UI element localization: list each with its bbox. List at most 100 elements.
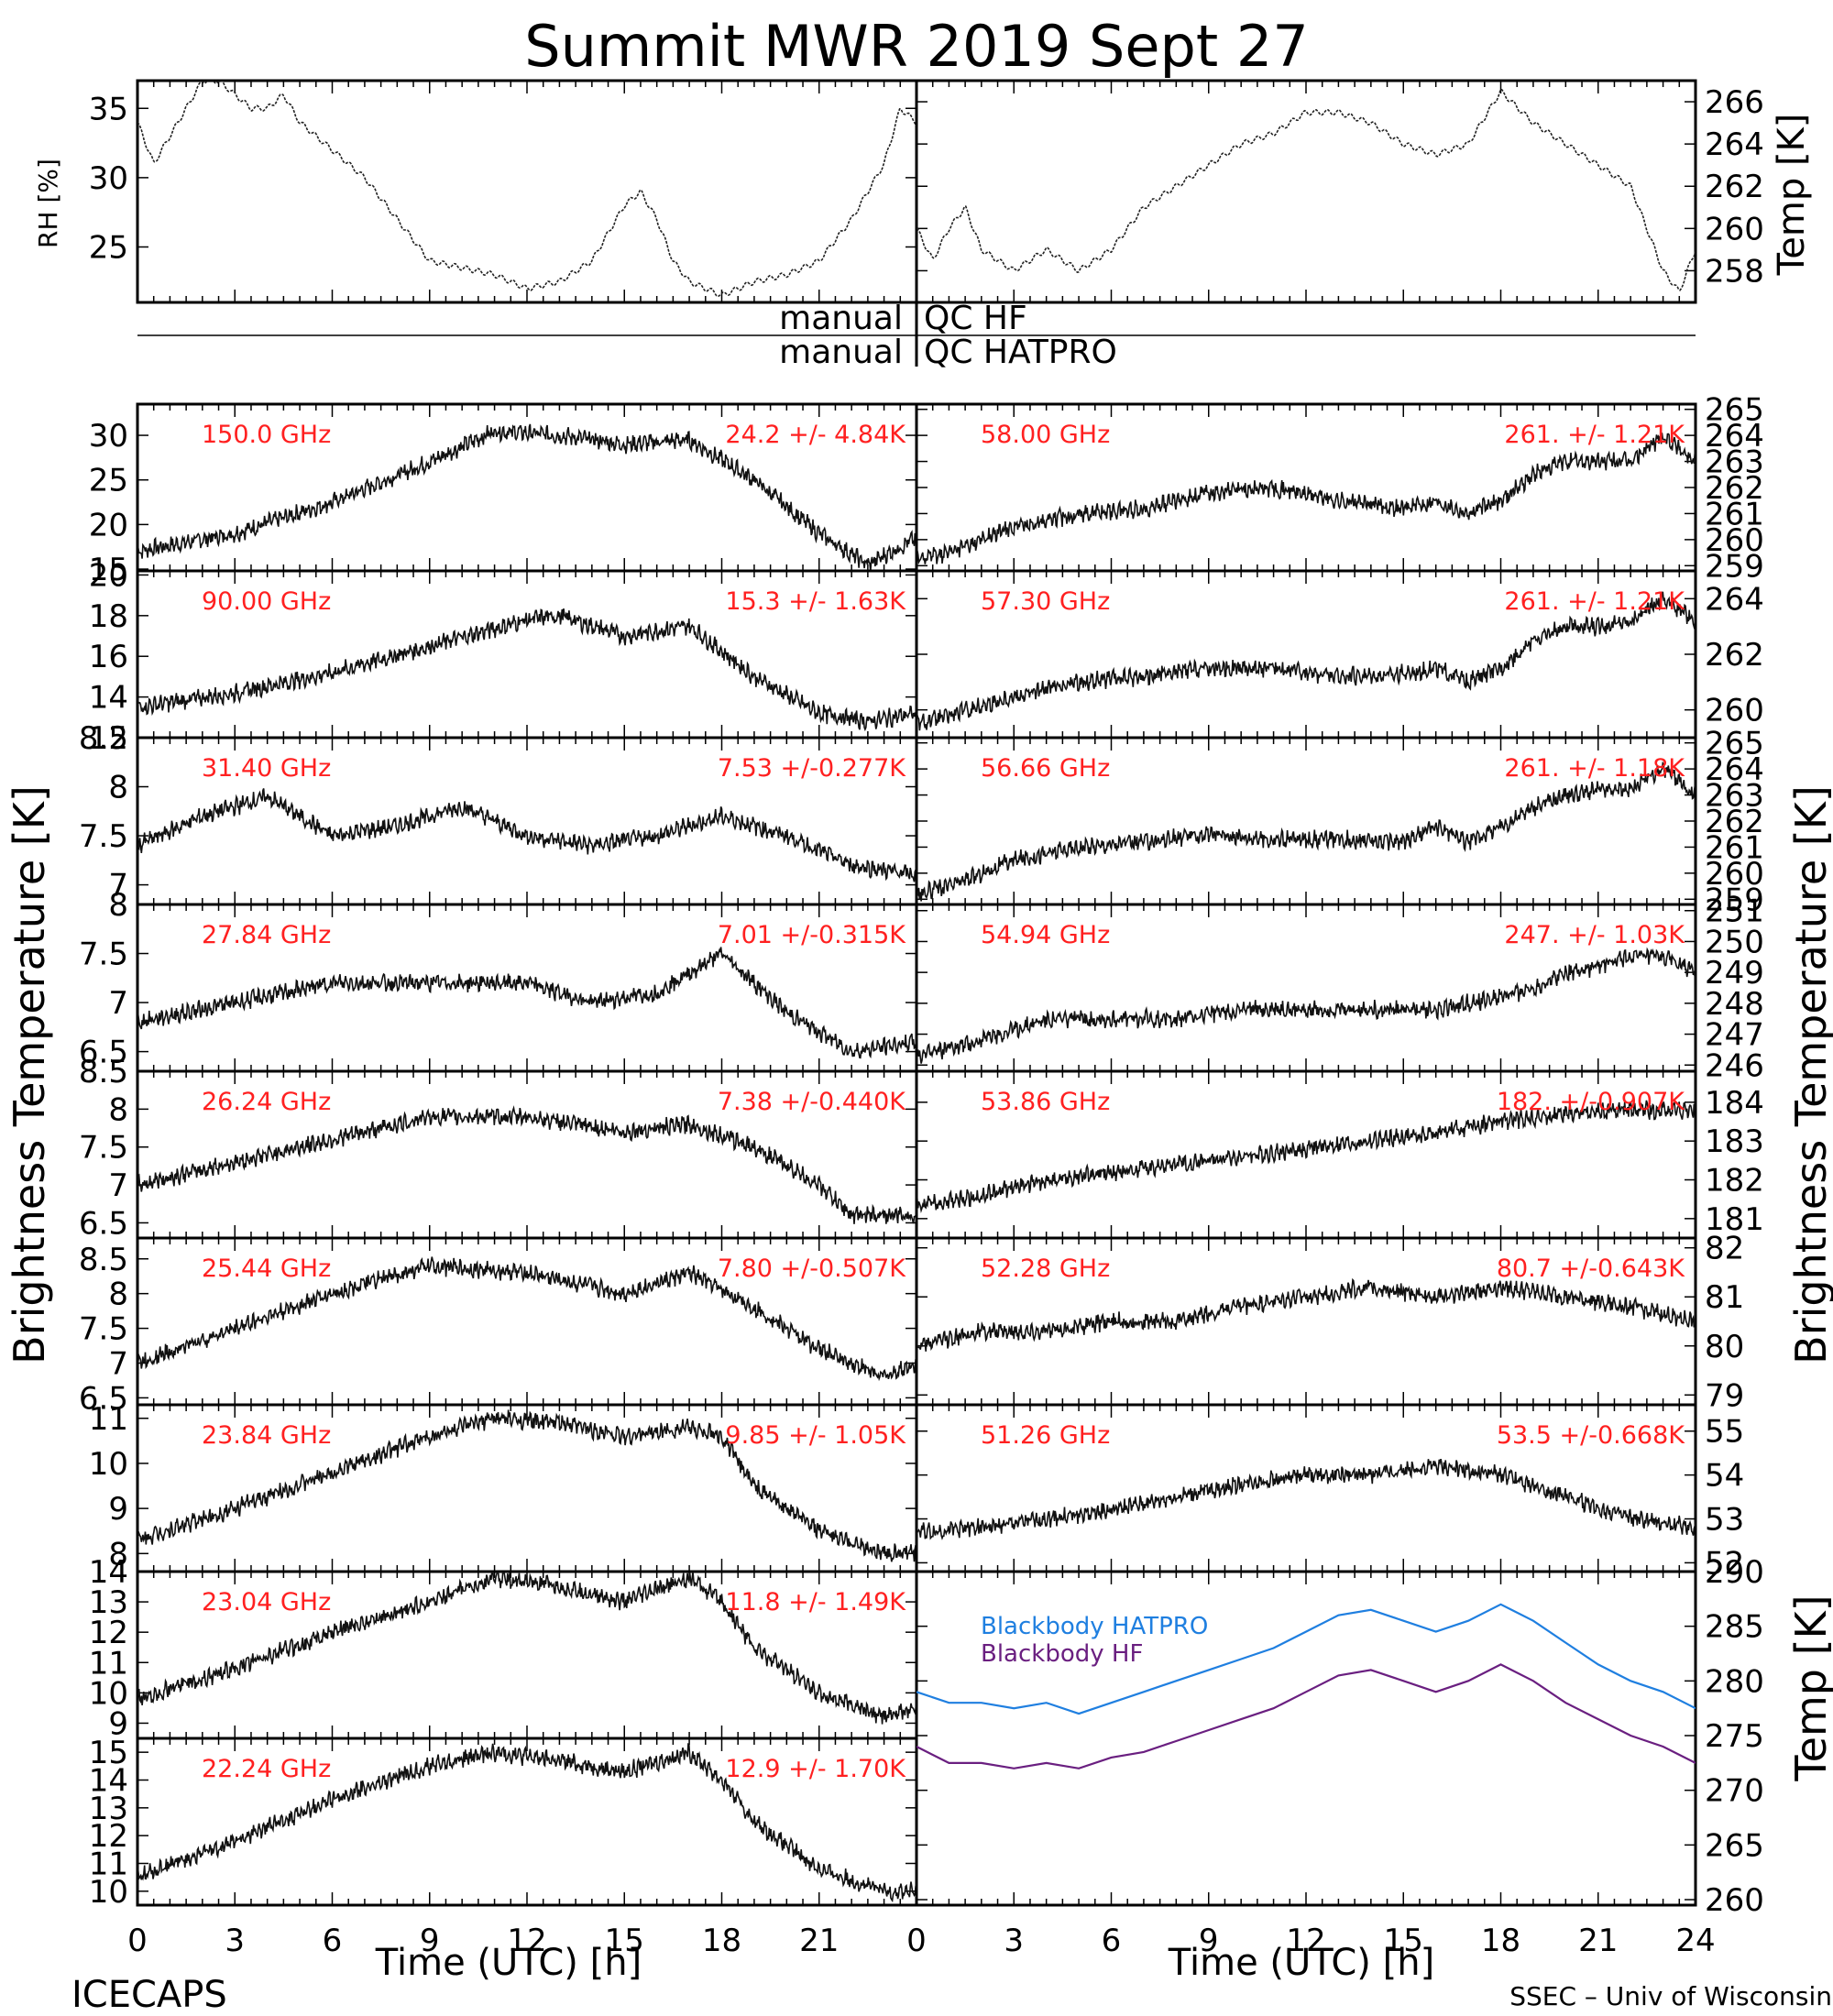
stats-label-150-ghz: 24.2 +/- 4.84K — [725, 421, 906, 449]
y-tick-label-27-ghz: 7 — [108, 985, 128, 1022]
freq-label-57-ghz: 57.30 GHz — [981, 587, 1110, 616]
y-tick-label-150-ghz: 30 — [89, 418, 128, 455]
x-tick-label-blackbody: 3 — [1004, 1923, 1024, 1959]
plot-area-52-ghz — [916, 1277, 1696, 1352]
plot-area-90-ghz — [137, 608, 916, 732]
y-tick-label-22-24-ghz: 15 — [89, 1735, 128, 1771]
y-tick-label-58-ghz: 259 — [1705, 548, 1764, 585]
y-tick-label-blackbody: 260 — [1705, 1882, 1764, 1919]
y-tick-label-56-ghz: 263 — [1705, 778, 1764, 815]
y-tick-label-22-24-ghz: 11 — [89, 1846, 128, 1883]
plot-area-53-ghz — [916, 1100, 1696, 1214]
stats-label-58-ghz: 261. +/- 1.21K — [1504, 421, 1685, 449]
y-tick-label-54-ghz: 247 — [1705, 1017, 1764, 1054]
x-right-axis-label: Time (UTC) [h] — [1168, 1942, 1434, 1984]
panel-26-ghz: 6.577.588.5 26.24 GHz 7.38 +/-0.440K — [79, 1054, 918, 1242]
y-tick-label-blackbody: 265 — [1705, 1827, 1764, 1864]
plot-area-58-ghz — [916, 433, 1696, 565]
y-tick-label-31-ghz: 8.5 — [79, 720, 128, 757]
x-tick-label-22-24-ghz: 3 — [225, 1923, 245, 1959]
series-line-rh — [137, 81, 916, 298]
y-tick-label-31-ghz: 8 — [108, 770, 128, 806]
series-trace-26-ghz — [137, 1105, 916, 1224]
y-tick-label-52-ghz: 79 — [1705, 1377, 1744, 1414]
stats-label-26-ghz: 7.38 +/-0.440K — [718, 1088, 906, 1116]
plot-area-22-24-ghz — [137, 1742, 916, 1903]
series-trace-51-ghz — [916, 1459, 1696, 1540]
y-tick-label-blackbody: 280 — [1705, 1663, 1764, 1700]
plot-area-150-ghz — [137, 423, 916, 571]
stats-label-56-ghz: 261. +/- 1.18K — [1504, 754, 1685, 783]
y-tick-label-22-24-ghz: 10 — [89, 1874, 128, 1911]
y-tick-label-blackbody: 290 — [1705, 1554, 1764, 1591]
panel-51-ghz: 52 53 54 55 51.26 GHz 53.5 +/-0.668K — [915, 1403, 1744, 1582]
y-tick-label-23-04-ghz: 14 — [89, 1554, 128, 1591]
panel-57-ghz: 260 262 264 57.30 GHz 261. +/- 1.21K — [915, 569, 1764, 740]
y-tick-label-58-ghz: 261 — [1705, 496, 1764, 532]
plot-area-27-ghz — [137, 947, 916, 1059]
x-tick-label-blackbody: 18 — [1481, 1923, 1520, 1959]
y-tick-label-22-24-ghz: 12 — [89, 1818, 128, 1855]
stats-label-90-ghz: 15.3 +/- 1.63K — [725, 587, 906, 616]
plot-area-23-04-ghz — [137, 1572, 916, 1725]
y-tick-label-temp-top: 262 — [1705, 169, 1764, 205]
y-tick-label-23-04-ghz: 12 — [89, 1615, 128, 1651]
y-tick-label-58-ghz: 262 — [1705, 470, 1764, 507]
panel-blackbody: 260 265 270 275 280 285 290 Blackbody HATPROBla… — [906, 1554, 1764, 1959]
y-tick-label-90-ghz: 12 — [89, 720, 128, 757]
y-tick-label-58-ghz: 263 — [1705, 444, 1764, 481]
freq-label-23-04-ghz: 23.04 GHz — [202, 1588, 331, 1616]
x-tick-label-22-24-ghz: 18 — [702, 1923, 741, 1959]
y-tick-label-25-ghz: 7.5 — [79, 1311, 128, 1348]
y-tick-label-56-ghz: 259 — [1705, 882, 1764, 918]
panel-25-ghz: 6.577.588.5 25.44 GHz 7.80 +/-0.507K — [79, 1236, 918, 1417]
x-tick-label-blackbody: 12 — [1286, 1923, 1325, 1959]
y-tick-label-54-ghz: 250 — [1705, 924, 1764, 960]
y-tick-label-51-ghz: 55 — [1705, 1414, 1744, 1451]
legend-hf: Blackbody HF — [981, 1640, 1143, 1668]
freq-label-56-ghz: 56.66 GHz — [981, 754, 1110, 783]
y-tick-label-26-ghz: 7.5 — [79, 1130, 128, 1167]
y-tick-label-56-ghz: 262 — [1705, 804, 1764, 840]
y-tick-label-53-ghz: 183 — [1705, 1123, 1764, 1160]
freq-label-58-ghz: 58.00 GHz — [981, 421, 1110, 449]
freq-label-23-84-ghz: 23.84 GHz — [202, 1421, 331, 1450]
qc-hatpro-left-label: manual — [779, 334, 903, 371]
x-tick-label-22-24-ghz: 6 — [323, 1923, 343, 1959]
stats-label-54-ghz: 247. +/- 1.03K — [1504, 921, 1685, 949]
y-tick-label-51-ghz: 54 — [1705, 1458, 1744, 1495]
temp-bottom-axis-label: Temp [K] — [1786, 1594, 1833, 1781]
qc-hf-left-label: manual — [779, 300, 903, 337]
panel-27-ghz: 6.5 7 7.5 8 27.84 GHz 7.01 +/-0.315K — [79, 887, 918, 1073]
y-tick-label-26-ghz: 6.5 — [79, 1205, 128, 1242]
series-line-hf — [916, 1663, 1696, 1769]
y-tick-label-23-84-ghz: 11 — [89, 1401, 128, 1438]
y-tick-label-rh: 25 — [89, 230, 128, 267]
freq-label-52-ghz: 52.28 GHz — [981, 1255, 1110, 1283]
panel-rh: 25 30 35 — [89, 79, 918, 304]
x-left-axis-label: Time (UTC) [h] — [375, 1942, 642, 1984]
y-tick-label-23-04-ghz: 11 — [89, 1645, 128, 1682]
y-tick-label-23-84-ghz: 8 — [108, 1536, 128, 1572]
freq-label-25-ghz: 25.44 GHz — [202, 1255, 331, 1283]
y-tick-label-27-ghz: 7.5 — [79, 937, 128, 973]
y-tick-label-23-84-ghz: 9 — [108, 1491, 128, 1528]
y-tick-label-150-ghz: 25 — [89, 463, 128, 499]
y-tick-label-57-ghz: 262 — [1705, 637, 1764, 674]
y-tick-label-23-84-ghz: 10 — [89, 1446, 128, 1483]
y-tick-label-23-04-ghz: 9 — [108, 1705, 128, 1742]
y-tick-label-52-ghz: 82 — [1705, 1231, 1744, 1267]
x-tick-label-blackbody: 21 — [1578, 1923, 1618, 1959]
plot-area-51-ghz — [916, 1459, 1696, 1540]
freq-label-53-ghz: 53.86 GHz — [981, 1088, 1110, 1116]
footer-right-label: SSEC – Univ of Wisconsin — [1509, 1981, 1832, 2011]
y-tick-label-57-ghz: 264 — [1705, 581, 1764, 618]
panel-52-ghz: 79 80 81 82 52.28 GHz 80.7 +/-0.643K — [915, 1231, 1744, 1414]
series-trace-31-ghz — [137, 788, 916, 882]
plot-area-31-ghz — [137, 788, 916, 882]
panel-150-ghz: 15 20 25 30 150.0 GHz 24.2 +/- 4.84K — [89, 402, 918, 588]
qc-hf-right-label: QC HF — [924, 300, 1027, 337]
plot-area-54-ghz — [916, 947, 1696, 1064]
